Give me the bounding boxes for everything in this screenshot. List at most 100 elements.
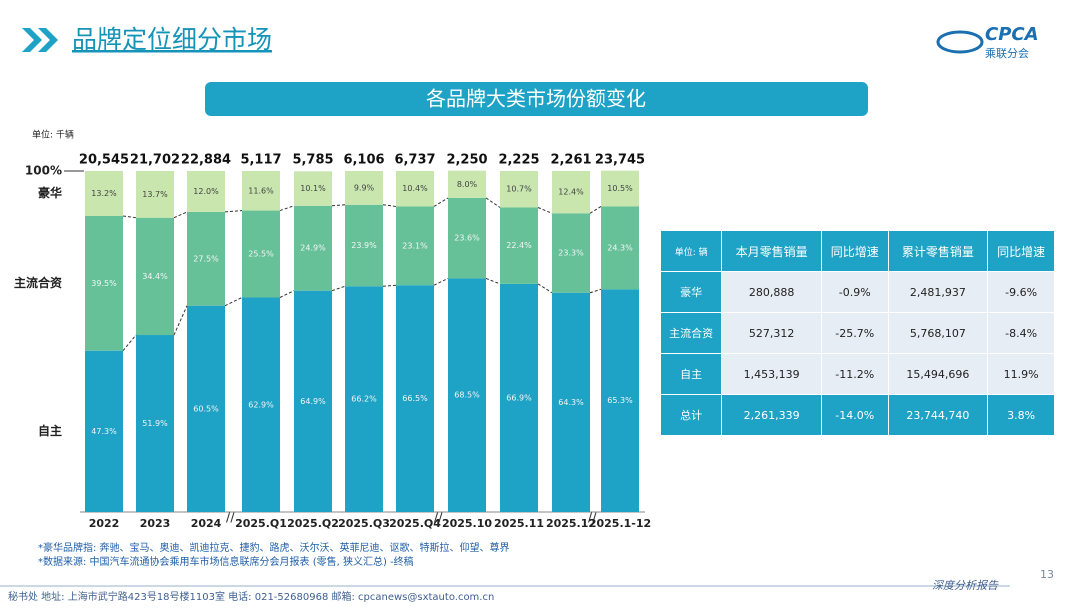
segment-label: 27.5% <box>193 254 219 263</box>
bar-segment <box>396 171 434 207</box>
logo-sub: 乘联分会 <box>985 47 1029 60</box>
segment-label: 47.3% <box>91 427 117 436</box>
connector <box>331 204 346 207</box>
table-cell: 单位: 辆 <box>659 230 723 272</box>
x-tick-label: 2022 <box>89 517 120 530</box>
table-cell: -0.9% <box>820 271 889 313</box>
table-cell: -25.7% <box>820 312 889 354</box>
sales-table: 单位: 辆本月零售销量 同比增速 累计零售销量 同比增速 豪华 280,888 -0.9% 2… <box>659 230 1055 436</box>
table-row: 豪华 280,888 -0.9% 2,481,937 -9.6% <box>659 271 1055 313</box>
table-cell: -8.4% <box>987 312 1055 354</box>
banner <box>205 82 868 116</box>
bar-segment <box>294 205 332 291</box>
x-tick-label: 2025.12 <box>546 517 596 530</box>
connector <box>382 284 397 287</box>
bar-segment <box>345 171 383 205</box>
page-number: 13 <box>1040 568 1054 581</box>
x-tick-label: 2025.11 <box>494 517 544 530</box>
bar-segment <box>345 286 383 512</box>
bar-segment <box>85 216 123 351</box>
bar-segment <box>294 171 332 206</box>
bar-segment <box>136 335 174 512</box>
axis-breaks: // // // <box>226 511 597 526</box>
table-cell: 2,261,339 <box>721 394 822 436</box>
segment-label: 23.3% <box>558 249 584 258</box>
table-row: 自主 1,453,139 -11.2% 15,494,696 11.9% <box>659 353 1055 395</box>
bar-segment <box>187 171 225 212</box>
chart-title: 各品牌大类市场份额变化 <box>426 87 646 111</box>
bar-segment <box>136 171 174 218</box>
x-tick-label: 2025.Q3 <box>338 517 390 530</box>
table-cell: 自主 <box>659 353 723 395</box>
segment-label: 34.4% <box>142 272 168 281</box>
bar-segment <box>396 285 434 512</box>
segment-label: 25.5% <box>248 250 274 259</box>
x-tick-label: 2025.Q2 <box>287 517 339 530</box>
bar-segment <box>552 171 590 214</box>
table-cell: 3.8% <box>987 394 1055 436</box>
table-cell: 2,481,937 <box>887 271 989 313</box>
connector <box>485 197 501 208</box>
total-label: 23,745 <box>595 153 645 168</box>
segment-label: 23.6% <box>454 234 480 243</box>
total-label: 2,250 <box>446 153 487 168</box>
segment-label: 10.1% <box>300 184 326 193</box>
segment-label: 24.3% <box>607 243 633 252</box>
segment-label: 68.5% <box>454 391 480 400</box>
bar-segment <box>294 290 332 512</box>
segment-label: 11.6% <box>248 186 274 195</box>
segment-label: 12.0% <box>193 187 219 196</box>
x-tick-label: 2025.1-12 <box>589 517 651 530</box>
bar-segment <box>448 197 486 279</box>
table-cell: 280,888 <box>721 271 822 313</box>
total-label: 22,884 <box>181 153 231 168</box>
connector <box>279 205 295 212</box>
bar-segment <box>136 217 174 336</box>
connector <box>122 334 137 352</box>
table-cell: 本月零售销量 <box>721 230 822 272</box>
total-label: 6,737 <box>394 153 435 168</box>
total-label: 2,261 <box>550 153 591 168</box>
bar-segment <box>500 283 538 512</box>
table-cell: 23,744,740 <box>887 394 989 436</box>
logo-mark <box>936 30 984 54</box>
table-cell: 同比增速 <box>987 230 1055 272</box>
table-cell: 11.9% <box>987 353 1055 395</box>
table-cell: 15,494,696 <box>887 353 989 395</box>
bar-segment <box>187 211 225 306</box>
segment-label: 10.7% <box>506 185 532 194</box>
connector <box>433 277 449 286</box>
table-cell: -11.2% <box>820 353 889 395</box>
axis-break: // <box>226 511 235 526</box>
connector <box>122 215 137 219</box>
segment-label: 10.4% <box>402 184 428 193</box>
table-cell: 累计零售销量 <box>887 230 989 272</box>
segment-label: 8.0% <box>457 180 478 189</box>
segment-label: 39.5% <box>91 279 117 288</box>
bar-segment <box>396 206 434 286</box>
table-cell: 总计 <box>659 394 723 436</box>
table-cell: -14.0% <box>820 394 889 436</box>
x-tick-label: 2025.Q1 <box>235 517 287 530</box>
segment-label: 65.3% <box>607 396 633 405</box>
page-title: 品牌定位细分市场 <box>72 25 272 54</box>
connector <box>537 283 553 294</box>
axis-break: // <box>434 511 443 526</box>
total-label: 2,225 <box>498 153 539 168</box>
segment-label: 13.2% <box>91 189 117 198</box>
segment-label: 10.5% <box>607 184 633 193</box>
connector <box>224 210 243 213</box>
bar-segment <box>242 171 280 211</box>
x-tick-label: 2025.Q4 <box>389 517 441 530</box>
segment-label: 64.9% <box>300 397 326 406</box>
bar-segment <box>345 204 383 287</box>
note: *豪华品牌指: 奔驰、宝马、奥迪、凯迪拉克、捷豹、路虎、沃尔沃、英菲尼迪、讴歌、… <box>38 541 510 554</box>
table-cell: 5,768,107 <box>887 312 989 354</box>
footer-report: 深度分析报告 <box>932 579 999 592</box>
bar-segment <box>500 171 538 208</box>
table-cell: 豪华 <box>659 271 723 313</box>
logo: CPCA <box>985 24 1039 45</box>
bar-segment <box>187 305 225 512</box>
bar-segment <box>448 170 486 198</box>
axis-break: // <box>588 511 597 526</box>
